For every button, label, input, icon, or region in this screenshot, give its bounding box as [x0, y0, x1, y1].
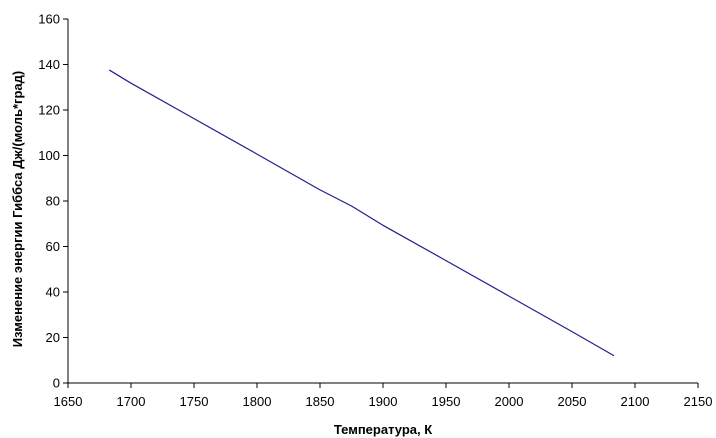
y-tick-label: 20: [46, 330, 60, 345]
x-tick-label: 1900: [369, 394, 398, 409]
y-tick-label: 40: [46, 285, 60, 300]
y-tick-label: 0: [53, 376, 60, 391]
x-tick-label: 2000: [495, 394, 524, 409]
x-tick-label: 2100: [621, 394, 650, 409]
x-axis-title: Температура, К: [334, 422, 432, 437]
y-tick-label: 100: [38, 148, 60, 163]
x-tick-label: 1850: [306, 394, 335, 409]
x-tick-label: 2050: [558, 394, 587, 409]
y-tick-label: 80: [46, 194, 60, 209]
x-tick-label: 1750: [180, 394, 209, 409]
x-tick-label: 1950: [432, 394, 461, 409]
y-axis: 0 20 40 60 80 100 120 140 160: [38, 12, 69, 391]
y-tick-label: 60: [46, 239, 60, 254]
series-layer: [108, 69, 615, 357]
x-axis: 1650 1700 1750 1800 1850 1900 1950 2000 2050 2100…: [54, 382, 713, 409]
x-tick-label: 1700: [117, 394, 146, 409]
y-tick-label: 140: [38, 57, 60, 72]
y-tick-label: 120: [38, 103, 60, 118]
y-axis-title: Изменение энергии Гиббса Дж/(моль*град): [10, 71, 25, 347]
x-tick-label: 1650: [54, 394, 83, 409]
y-tick-label: 160: [38, 12, 60, 27]
series-line: [108, 69, 615, 357]
x-tick-label: 1800: [243, 394, 272, 409]
x-tick-label: 2150: [684, 394, 713, 409]
